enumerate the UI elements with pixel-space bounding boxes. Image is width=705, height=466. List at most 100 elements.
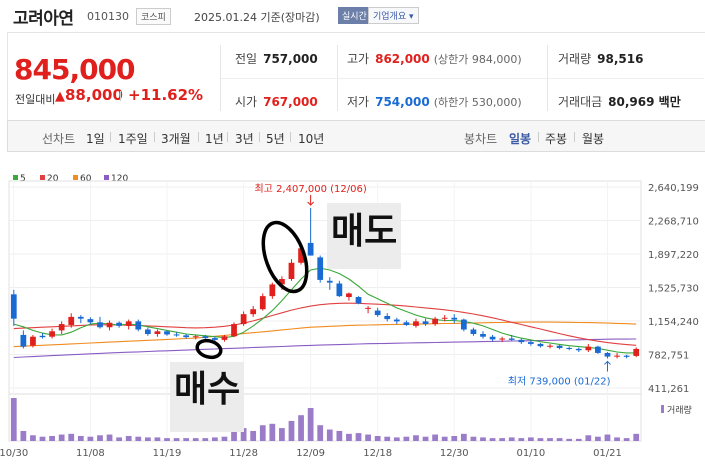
volume-bar xyxy=(470,436,477,441)
candle-body xyxy=(298,248,304,263)
volume-bar xyxy=(97,435,103,441)
legend-swatch xyxy=(73,175,78,180)
volume-bar xyxy=(154,437,161,441)
candle-body xyxy=(403,322,410,325)
tab-daily[interactable]: 일봉 xyxy=(509,132,532,146)
volume-bar xyxy=(547,438,553,441)
legend-ma20: 20 xyxy=(40,174,58,184)
change-label: 전일대비 xyxy=(15,93,56,106)
tab-10y[interactable]: 10년 xyxy=(298,132,325,146)
candle-chart-label[interactable]: 봉차트 xyxy=(464,132,498,146)
divider xyxy=(220,45,221,111)
volume-bar xyxy=(135,436,142,441)
tab-3y[interactable]: 3년 xyxy=(235,132,254,146)
volume-bar xyxy=(355,433,362,441)
market-badge: 코스피 xyxy=(136,8,171,25)
divider xyxy=(259,132,260,142)
candle-body xyxy=(633,348,640,356)
buy-circle-icon xyxy=(195,338,223,360)
candle-body xyxy=(413,321,419,326)
volume-bar xyxy=(460,433,467,441)
tab-5y[interactable]: 5년 xyxy=(266,132,285,146)
x-tick-label: 11/28 xyxy=(229,448,258,459)
volume-bar xyxy=(183,438,190,441)
volume-bar xyxy=(279,428,285,441)
open-price: 시가 767,000 xyxy=(235,95,318,109)
candle-body xyxy=(537,343,544,347)
volume-bar xyxy=(614,437,620,441)
volume-bar xyxy=(422,436,429,441)
volume-bar xyxy=(87,436,94,441)
y-tick-label: 2,640,199 xyxy=(648,183,699,194)
stock-header: 고려아연 010130 코스피 2025.01.24 기준(장마감) 실시간 기… xyxy=(0,0,705,32)
candle-body xyxy=(585,346,592,351)
volume-bar xyxy=(125,435,132,441)
candle-body xyxy=(279,278,285,285)
candle-body xyxy=(528,342,534,344)
realtime-button[interactable]: 실시간 xyxy=(338,7,371,24)
candle-body xyxy=(144,329,151,335)
period-tabs: 선차트 1일 1주일 3개월 1년 3년 5년 10년 봉차트 일봉 주봉 월봉 xyxy=(7,120,705,152)
volume-bar xyxy=(30,435,36,441)
x-tick-label: 11/08 xyxy=(76,448,105,459)
divider xyxy=(154,132,155,142)
tab-3m[interactable]: 3개월 xyxy=(161,132,191,146)
candle-body xyxy=(269,284,276,297)
candle-body xyxy=(250,309,257,315)
candle-body xyxy=(116,322,122,326)
candle-body xyxy=(470,329,477,335)
tab-monthly[interactable]: 월봉 xyxy=(582,132,605,146)
volume-bar xyxy=(212,437,218,441)
volume-bar xyxy=(480,437,486,441)
volume-bar xyxy=(374,435,381,441)
legend-ma5: 5 xyxy=(13,174,26,184)
divider xyxy=(290,132,291,142)
y-tick-label: 1,897,220 xyxy=(648,250,699,261)
sell-circle-icon xyxy=(261,220,309,294)
volume-bar xyxy=(326,429,333,441)
volume-bar xyxy=(336,430,343,441)
candle-body xyxy=(10,294,17,319)
candle-body xyxy=(393,319,400,322)
legend-swatch xyxy=(13,175,18,180)
sell-annotation: 매도 xyxy=(327,203,402,269)
candle-body xyxy=(221,336,228,340)
candle-body xyxy=(480,334,486,337)
x-tick-label: 01/10 xyxy=(516,448,545,459)
candle-body xyxy=(346,293,352,298)
tab-1d[interactable]: 1일 xyxy=(86,132,105,146)
tab-weekly[interactable]: 주봉 xyxy=(545,132,568,146)
candle-body xyxy=(307,242,314,256)
candle-body xyxy=(374,310,381,316)
quote-panel xyxy=(7,32,705,121)
legend-ma60: 60 xyxy=(73,174,91,184)
candle-body xyxy=(556,345,563,348)
volume-bar xyxy=(269,423,276,441)
max-price-label: 최고 2,407,000 (12/06) xyxy=(254,183,366,195)
volume-bar xyxy=(307,408,314,441)
candle-body xyxy=(87,319,94,323)
line-chart-label[interactable]: 선차트 xyxy=(42,132,76,146)
volume-bar xyxy=(106,434,113,441)
price-change-value: 88,000 xyxy=(65,86,123,104)
volume-legend-label: 거래량 xyxy=(667,404,692,416)
min-arrow-icon xyxy=(604,360,611,372)
candle-body xyxy=(259,296,266,310)
company-info-dropdown[interactable]: 기업개요 ▾ xyxy=(368,7,419,24)
volume-bar xyxy=(556,438,563,441)
volume-bar xyxy=(384,436,391,441)
candle-body xyxy=(451,317,458,320)
volume-bar xyxy=(259,425,266,441)
tab-1w[interactable]: 1주일 xyxy=(118,132,148,146)
tab-1y[interactable]: 1년 xyxy=(205,132,224,146)
volume-bar xyxy=(393,437,400,441)
volume-bar xyxy=(77,435,84,441)
candle-body xyxy=(336,283,343,297)
volume-bar xyxy=(317,425,324,441)
y-tick-label: 2,268,710 xyxy=(648,216,699,227)
divider xyxy=(221,78,704,79)
volume-bar xyxy=(49,435,55,441)
candle-body xyxy=(231,324,237,337)
volume-bar xyxy=(537,438,544,441)
